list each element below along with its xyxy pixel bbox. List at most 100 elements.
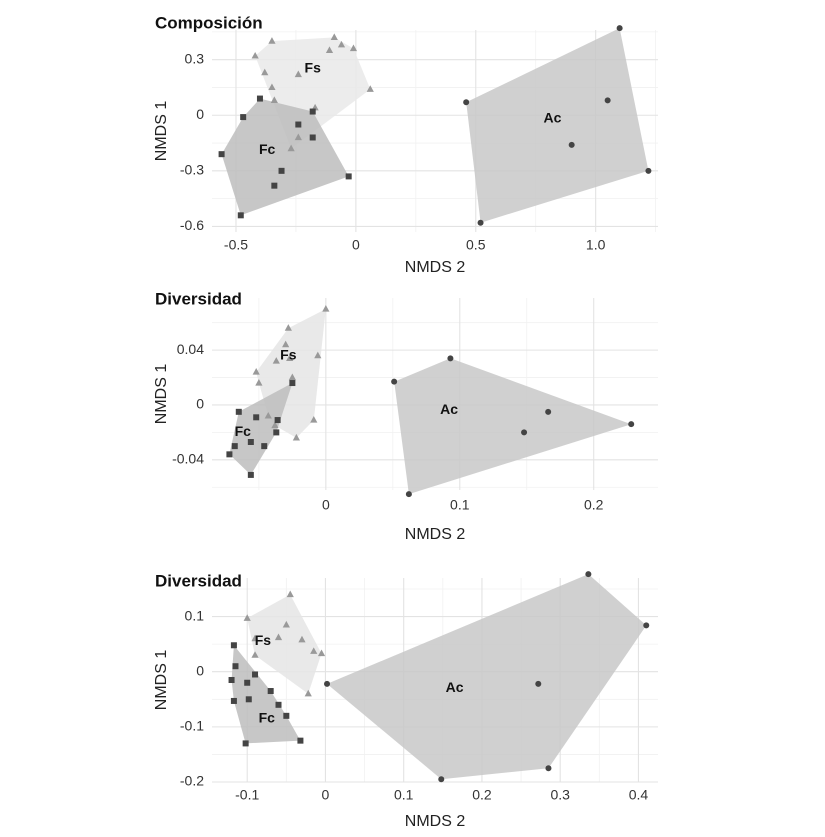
point-fs	[310, 416, 318, 423]
point-fs	[337, 40, 346, 48]
x-tick-label: 0.1	[450, 497, 470, 513]
point-fc	[309, 108, 316, 115]
point-fs	[286, 590, 294, 598]
point-fs	[284, 324, 292, 331]
point-fc	[228, 677, 235, 683]
y-tick-label: 0.3	[185, 50, 205, 66]
point-ac	[405, 491, 412, 498]
point-fc	[247, 439, 254, 445]
point-ac	[545, 765, 552, 772]
point-ac	[391, 378, 398, 385]
group-label-fs: Fs	[280, 346, 297, 362]
x-tick-label: 1.0	[586, 237, 606, 253]
point-fc	[226, 451, 233, 458]
group-label-ac: Ac	[446, 679, 464, 695]
point-fc	[256, 95, 263, 102]
point-fc	[240, 114, 247, 121]
point-ac	[438, 776, 445, 783]
panel-title: Diversidad	[155, 289, 242, 308]
point-fc	[232, 663, 239, 670]
y-tick-label: -0.04	[172, 451, 204, 467]
x-axis-title: NMDS 2	[405, 813, 466, 830]
point-fs	[304, 689, 312, 697]
point-fc	[309, 134, 316, 141]
y-tick-label: -0.6	[180, 217, 204, 233]
y-tick-label: 0.1	[185, 607, 205, 623]
point-fs	[251, 51, 259, 59]
point-fc	[267, 688, 274, 695]
point-fc	[273, 429, 280, 436]
point-fc	[242, 740, 249, 747]
point-fs	[268, 37, 276, 44]
point-fs	[288, 373, 296, 381]
group-label-fc: Fc	[235, 423, 252, 439]
point-ac	[568, 141, 575, 148]
x-tick-label: 0	[352, 237, 360, 253]
point-fc	[283, 712, 290, 719]
point-fc	[218, 151, 225, 158]
point-fs	[261, 68, 269, 76]
nmds-panel-2: Fs Fc Ac 0 0.1 0.2 -0.04 0 0.04 NMDS 2 NMDS 1 Diver…	[153, 289, 658, 543]
point-fs	[243, 614, 251, 621]
point-fs	[251, 651, 259, 658]
x-tick-label: 0.1	[394, 787, 414, 803]
point-fc	[237, 212, 244, 219]
point-fs	[366, 85, 374, 92]
point-fs	[271, 421, 279, 429]
y-tick-label: 0	[196, 662, 204, 678]
panel-title: Composición	[155, 13, 263, 32]
point-ac	[545, 408, 552, 415]
hull-ac	[466, 28, 649, 223]
y-axis-title: NMDS 1	[153, 101, 170, 162]
point-fc	[230, 697, 237, 704]
x-tick-label: 0.4	[629, 787, 649, 803]
point-fs	[282, 620, 290, 628]
point-fs	[330, 33, 338, 41]
point-fs	[325, 46, 334, 53]
hull-ac	[394, 358, 632, 495]
point-fc	[295, 121, 302, 128]
point-fs	[255, 379, 263, 386]
point-fc	[271, 182, 278, 189]
panel-title: Diversidad	[155, 571, 242, 590]
point-ac	[628, 421, 635, 428]
point-fs	[286, 354, 294, 361]
point-fs	[268, 83, 276, 91]
y-axis-title: NMDS 1	[153, 364, 170, 425]
point-fc	[245, 696, 252, 703]
y-tick-label: -0.2	[180, 773, 204, 789]
point-fs	[282, 340, 290, 348]
point-fs	[252, 368, 260, 375]
hull-fc	[229, 383, 293, 475]
point-fc	[261, 443, 268, 450]
point-ac	[585, 571, 592, 578]
point-fs	[272, 357, 280, 364]
point-fc	[247, 471, 254, 478]
x-tick-label: 0.3	[550, 787, 570, 803]
point-fs	[287, 144, 295, 152]
point-fs	[349, 44, 358, 52]
point-ac	[324, 680, 331, 687]
point-fs	[292, 433, 300, 441]
point-fc	[230, 642, 237, 649]
point-fs	[322, 304, 330, 312]
hull-ac	[327, 574, 647, 780]
y-tick-label: -0.3	[180, 162, 204, 178]
x-tick-label: 0.2	[584, 497, 604, 513]
point-fs	[264, 411, 272, 419]
group-label-fc: Fc	[259, 709, 276, 725]
point-fc	[275, 701, 282, 708]
x-tick-label: 0	[322, 497, 330, 513]
point-fc	[278, 167, 285, 174]
point-ac	[645, 167, 652, 174]
x-axis-title: NMDS 2	[405, 526, 466, 543]
hull-fc	[221, 98, 349, 216]
x-tick-label: 0.2	[472, 787, 492, 803]
point-fc	[274, 417, 281, 424]
x-tick-label: 0	[322, 787, 330, 803]
point-ac	[643, 622, 650, 629]
group-label-fc: Fc	[259, 141, 276, 157]
group-label-ac: Ac	[544, 110, 562, 126]
nmds-panel-1: Fs Fc Ac -0.5 0 0.5 1.0 -0.6 -0.3 0 0.3 NMDS 2 NMDS …	[153, 13, 658, 276]
